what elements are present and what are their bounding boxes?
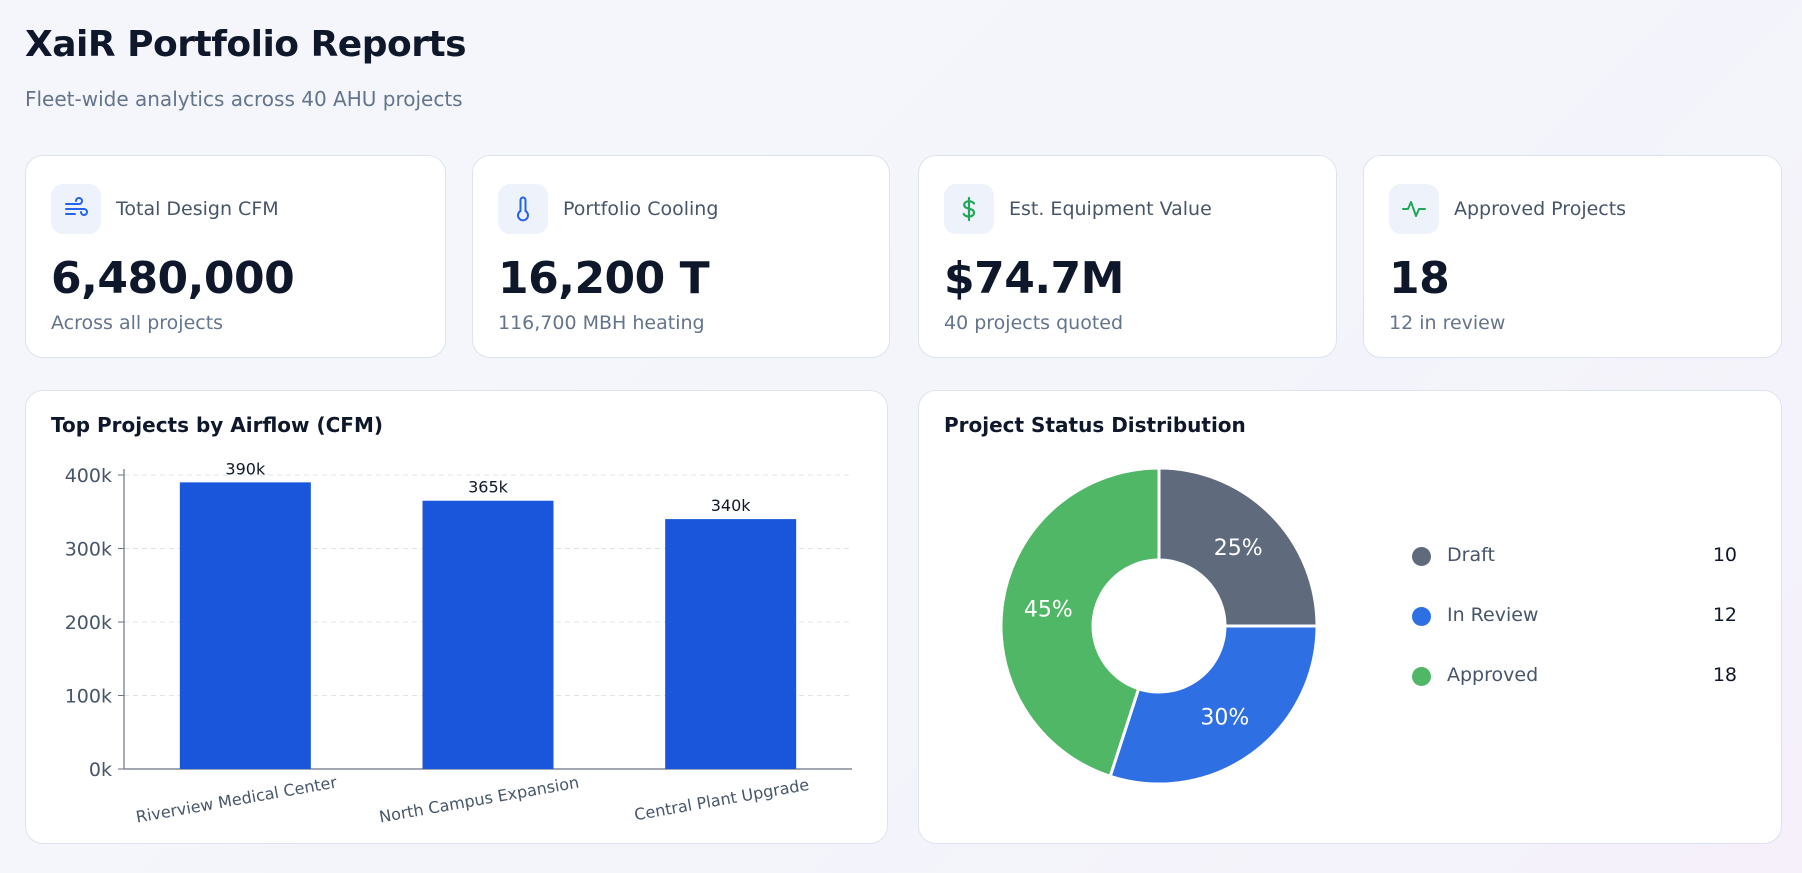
thermometer-icon [498, 184, 548, 234]
slice-percent-label: 25% [1214, 536, 1263, 561]
dollar-icon [944, 184, 994, 234]
donut-legend: Draft 10 In Review 12 Approved 18 [1412, 541, 1737, 721]
legend-item-in-review: In Review 12 [1412, 601, 1737, 661]
donut-chart-panel: Project Status Distribution 25% 30% 45% Dr… [918, 390, 1782, 844]
legend-dot [1412, 547, 1431, 566]
x-tick-label: North Campus Expansion [378, 773, 581, 827]
bar-data-label: 365k [468, 478, 509, 497]
kpi-card-equipment-value: Est. Equipment Value $74.7M 40 projects … [918, 155, 1337, 358]
donut-chart-title: Project Status Distribution [944, 413, 1246, 437]
page-header: XaiR Portfolio Reports Fleet-wide analyt… [25, 24, 467, 111]
bar [665, 519, 797, 769]
donut-chart: 25% 30% 45% [999, 466, 1319, 786]
donut-slice-in-review [1108, 624, 1319, 786]
kpi-label: Portfolio Cooling [563, 198, 719, 220]
bar-data-label: 390k [225, 459, 266, 478]
bar-chart-title: Top Projects by Airflow (CFM) [51, 413, 384, 437]
kpi-subtext: 116,700 MBH heating [498, 312, 705, 334]
slice-percent-label: 45% [1024, 597, 1073, 622]
legend-label: Approved [1447, 664, 1539, 686]
legend-count: 10 [1712, 544, 1737, 566]
kpi-value: 18 [1389, 253, 1450, 304]
bar [179, 482, 311, 769]
legend-item-draft: Draft 10 [1412, 541, 1737, 601]
x-tick-label: Riverview Medical Center [134, 772, 338, 826]
y-tick-label: 0k [89, 759, 112, 781]
slice-percent-label: 30% [1200, 706, 1249, 731]
legend-count: 12 [1712, 604, 1737, 626]
kpi-card-total-cfm: Total Design CFM 6,480,000 Across all pr… [25, 155, 446, 358]
airflow-icon [51, 184, 101, 234]
donut-slice-approved [999, 466, 1161, 779]
kpi-label: Approved Projects [1454, 198, 1627, 220]
kpi-card-portfolio-cooling: Portfolio Cooling 16,200 T 116,700 MBH h… [472, 155, 890, 358]
legend-dot [1412, 667, 1431, 686]
bar-data-label: 340k [711, 496, 752, 515]
y-tick-label: 100k [65, 686, 112, 708]
y-tick-label: 400k [65, 465, 112, 487]
kpi-subtext: 40 projects quoted [944, 312, 1124, 334]
kpi-value: 16,200 T [498, 253, 710, 304]
bar-chart-panel: Top Projects by Airflow (CFM) 0k 100k 200k… [25, 390, 888, 844]
y-tick-label: 200k [65, 612, 112, 634]
kpi-label: Total Design CFM [116, 198, 279, 220]
kpi-card-approved-projects: Approved Projects 18 12 in review [1363, 155, 1782, 358]
legend-item-approved: Approved 18 [1412, 661, 1737, 721]
legend-label: In Review [1447, 604, 1539, 626]
donut-slice-draft [1157, 466, 1319, 628]
kpi-subtext: 12 in review [1389, 312, 1506, 334]
page-subtitle: Fleet-wide analytics across 40 AHU proje… [25, 87, 463, 111]
bar-chart: 0k 100k 200k 300k 400k 390k Riverview Medical … [65, 459, 852, 827]
activity-icon [1389, 184, 1439, 234]
kpi-subtext: Across all projects [51, 312, 224, 334]
page-title: XaiR Portfolio Reports [25, 24, 467, 65]
bar [422, 500, 554, 769]
y-tick-label: 300k [65, 539, 112, 561]
kpi-value: $74.7M [944, 253, 1124, 304]
x-tick-label: Central Plant Upgrade [633, 775, 811, 824]
kpi-value: 6,480,000 [51, 253, 295, 304]
legend-dot [1412, 607, 1431, 626]
legend-label: Draft [1447, 544, 1495, 566]
legend-count: 18 [1712, 664, 1737, 686]
kpi-label: Est. Equipment Value [1009, 198, 1212, 220]
